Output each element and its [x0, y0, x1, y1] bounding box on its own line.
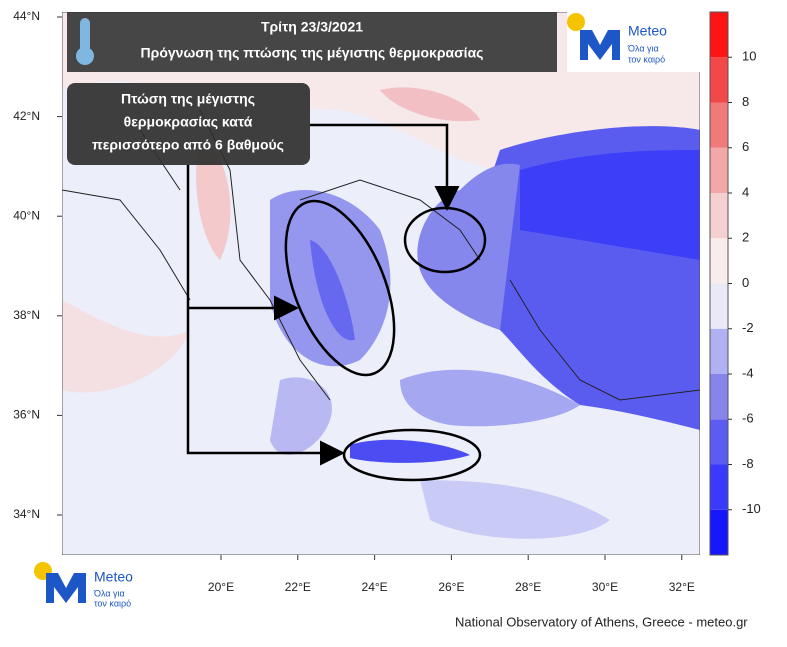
- logo-tagline: Όλα για: [93, 588, 125, 598]
- colorbar-band: [710, 238, 728, 284]
- callout-line: περισσότερο από 6 βαθμούς: [92, 137, 284, 153]
- callout-line: θερμοκρασίας κατά: [124, 114, 253, 130]
- logo-tagline: τον καιρό: [94, 598, 131, 608]
- thermometer-icon: [76, 18, 94, 65]
- logo-name: Meteo: [94, 569, 133, 585]
- colorbar-band: [710, 419, 728, 465]
- title: Πρόγνωση της πτώσης της μέγιστης θερμοκρ…: [141, 45, 484, 61]
- lon-label: 30°E: [592, 580, 618, 594]
- lat-labels: 44°N 42°N 40°N 38°N 36°N 34°N: [13, 9, 62, 521]
- colorbar-label: -10: [742, 501, 761, 516]
- colorbar-label: 2: [742, 230, 749, 245]
- lat-label: 44°N: [13, 9, 40, 23]
- colorbar-band: [710, 147, 728, 193]
- lon-label: 28°E: [515, 580, 541, 594]
- colorbar-band: [710, 283, 728, 329]
- callout-box: [67, 83, 310, 165]
- lat-label: 36°N: [13, 408, 40, 422]
- lon-label: 26°E: [438, 580, 464, 594]
- logo-tagline: τον καιρό: [628, 54, 665, 64]
- lat-label: 38°N: [13, 308, 40, 322]
- date: Τρίτη 23/3/2021: [261, 19, 363, 35]
- logo-bottom: Meteo Όλα για τον καιρό: [34, 562, 133, 608]
- lon-label: 32°E: [669, 580, 695, 594]
- colorbar-label: 4: [742, 184, 749, 199]
- colorbar-band: [710, 12, 728, 58]
- colorbar-label: -4: [742, 365, 754, 380]
- lon-label: 22°E: [285, 580, 311, 594]
- colorbar-band: [710, 57, 728, 103]
- colorbar-label: 8: [742, 94, 749, 109]
- colorbar-label: 6: [742, 139, 749, 154]
- colorbar-label: 10: [742, 49, 756, 64]
- colorbar-band: [710, 193, 728, 239]
- callout-line: Πτώση της μέγιστης: [121, 91, 255, 107]
- lat-label: 42°N: [13, 109, 40, 123]
- annotations: [186, 123, 487, 482]
- logo-name: Meteo: [628, 23, 667, 39]
- colorbar-band: [710, 464, 728, 510]
- lat-label: 40°N: [13, 208, 40, 222]
- lon-label: 24°E: [362, 580, 388, 594]
- colorbar-band: [710, 374, 728, 420]
- colorbar-label: -2: [742, 320, 754, 335]
- colorbar-label: -8: [742, 456, 754, 471]
- colorbar-band: [710, 102, 728, 148]
- logo-top: Meteo Όλα για τον καιρό: [567, 12, 700, 72]
- footer: National Observatory of Athens, Greece -…: [455, 614, 748, 629]
- colorbar-band: [710, 328, 728, 374]
- colorbar: 10 8 6 4 2 0 -2 -4 -6 -8 -10: [709, 11, 761, 556]
- colorbar-label: -6: [742, 411, 754, 426]
- lon-labels: 20°E 22°E 24°E 26°E 28°E 30°E 32°E: [208, 555, 695, 594]
- title-box: [67, 12, 557, 72]
- colorbar-label: 0: [742, 275, 749, 290]
- colorbar-band: [710, 509, 728, 555]
- lon-label: 20°E: [208, 580, 234, 594]
- lat-label: 34°N: [13, 507, 40, 521]
- logo-tagline: Όλα για: [627, 43, 659, 53]
